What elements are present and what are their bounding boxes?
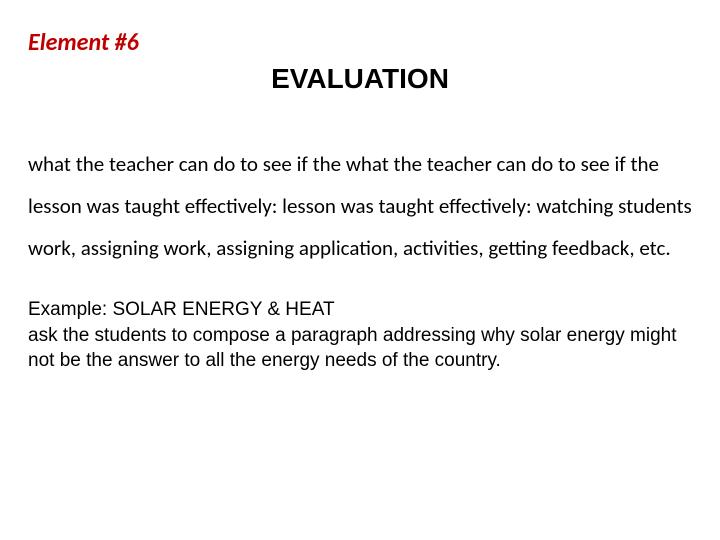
slide-title: EVALUATION bbox=[28, 63, 692, 95]
example-block: Example: SOLAR ENERGY & HEAT ask the stu… bbox=[28, 297, 692, 374]
body-paragraph: what the teacher can do to see if the wh… bbox=[28, 143, 692, 269]
element-heading: Element #6 bbox=[28, 28, 692, 57]
example-label: Example: SOLAR ENERGY & HEAT bbox=[28, 297, 692, 323]
example-text: ask the students to compose a paragraph … bbox=[28, 323, 692, 374]
slide-container: Element #6 EVALUATION what the teacher c… bbox=[0, 0, 720, 540]
